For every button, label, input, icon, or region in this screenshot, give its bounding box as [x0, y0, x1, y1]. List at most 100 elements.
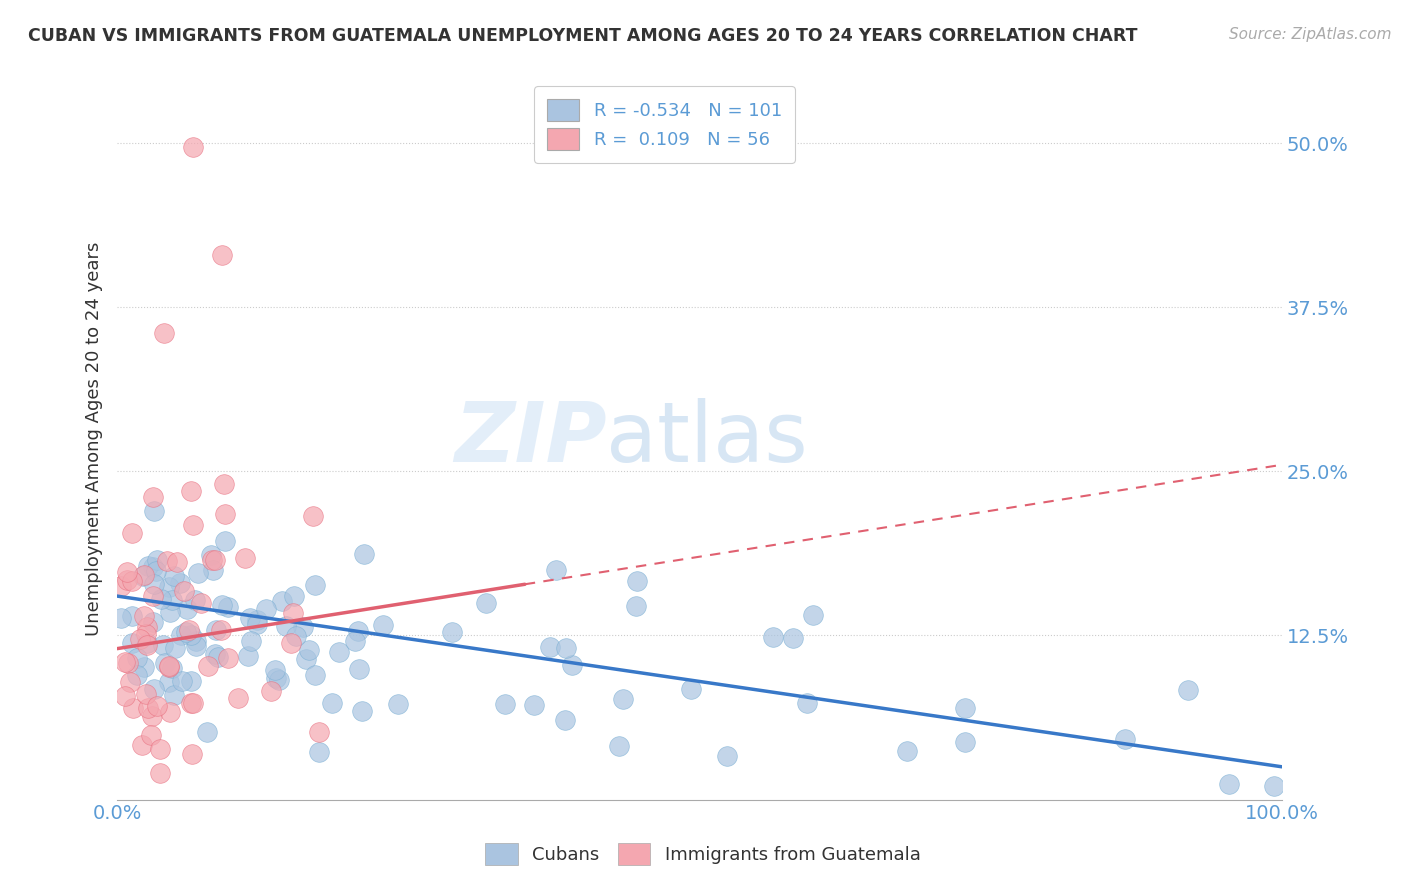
Point	[136, 559, 159, 574]
Point	[554, 641, 576, 656]
Point	[209, 624, 232, 638]
Point	[523, 698, 546, 712]
Text: Source: ZipAtlas.com: Source: ZipAtlas.com	[1229, 27, 1392, 42]
Point	[896, 744, 918, 758]
Point	[135, 627, 157, 641]
Point	[308, 745, 330, 759]
Point	[121, 636, 143, 650]
Point	[308, 724, 330, 739]
Point	[117, 657, 139, 671]
Point	[387, 697, 409, 711]
Point	[160, 661, 183, 675]
Point	[160, 593, 183, 607]
Point	[624, 599, 647, 613]
Point	[217, 599, 239, 614]
Point	[136, 638, 159, 652]
Point	[211, 248, 233, 262]
Point	[170, 628, 193, 642]
Point	[115, 573, 138, 587]
Point	[302, 509, 325, 524]
Point	[1263, 780, 1285, 794]
Point	[159, 605, 181, 619]
Point	[283, 589, 305, 603]
Point	[201, 563, 224, 577]
Point	[149, 766, 172, 780]
Point	[681, 682, 703, 697]
Point	[538, 640, 561, 655]
Legend: Cubans, Immigrants from Guatemala: Cubans, Immigrants from Guatemala	[477, 834, 929, 874]
Point	[142, 559, 165, 574]
Point	[163, 640, 186, 655]
Text: atlas: atlas	[606, 398, 808, 479]
Point	[554, 713, 576, 727]
Point	[200, 548, 222, 562]
Point	[186, 633, 208, 648]
Point	[304, 577, 326, 591]
Text: ZIP: ZIP	[454, 398, 606, 479]
Point	[169, 575, 191, 590]
Point	[263, 663, 285, 677]
Point	[197, 659, 219, 673]
Point	[121, 608, 143, 623]
Point	[254, 601, 277, 615]
Point	[110, 611, 132, 625]
Point	[561, 657, 583, 672]
Point	[118, 675, 141, 690]
Point	[204, 552, 226, 566]
Legend: R = -0.534   N = 101, R =  0.109   N = 56: R = -0.534 N = 101, R = 0.109 N = 56	[534, 87, 794, 163]
Point	[157, 659, 180, 673]
Point	[1114, 732, 1136, 747]
Point	[149, 592, 172, 607]
Point	[796, 696, 818, 710]
Point	[626, 574, 648, 588]
Point	[142, 590, 165, 604]
Point	[207, 650, 229, 665]
Point	[440, 625, 463, 640]
Point	[291, 619, 314, 633]
Point	[284, 630, 307, 644]
Point	[114, 655, 136, 669]
Point	[174, 625, 197, 640]
Point	[134, 659, 156, 673]
Point	[214, 507, 236, 521]
Point	[955, 735, 977, 749]
Point	[159, 705, 181, 719]
Point	[475, 596, 498, 610]
Point	[190, 596, 212, 610]
Point	[142, 615, 165, 629]
Point	[347, 662, 370, 676]
Point	[180, 483, 202, 498]
Point	[350, 704, 373, 718]
Point	[260, 684, 283, 698]
Point	[163, 569, 186, 583]
Point	[246, 617, 269, 632]
Point	[1218, 777, 1240, 791]
Point	[127, 651, 149, 665]
Point	[180, 747, 202, 761]
Point	[181, 140, 204, 154]
Point	[121, 526, 143, 541]
Point	[145, 564, 167, 578]
Point	[129, 632, 152, 646]
Point	[953, 701, 976, 715]
Point	[177, 623, 200, 637]
Point	[280, 636, 302, 650]
Point	[267, 673, 290, 687]
Point	[170, 673, 193, 688]
Point	[136, 701, 159, 715]
Point	[131, 738, 153, 752]
Point	[157, 658, 180, 673]
Point	[180, 696, 202, 710]
Point	[264, 671, 287, 685]
Point	[612, 692, 634, 706]
Point	[146, 698, 169, 713]
Point	[110, 579, 132, 593]
Point	[156, 553, 179, 567]
Point	[607, 739, 630, 754]
Point	[184, 592, 207, 607]
Point	[176, 602, 198, 616]
Point	[121, 574, 143, 588]
Point	[217, 651, 239, 665]
Point	[143, 504, 166, 518]
Point	[321, 696, 343, 710]
